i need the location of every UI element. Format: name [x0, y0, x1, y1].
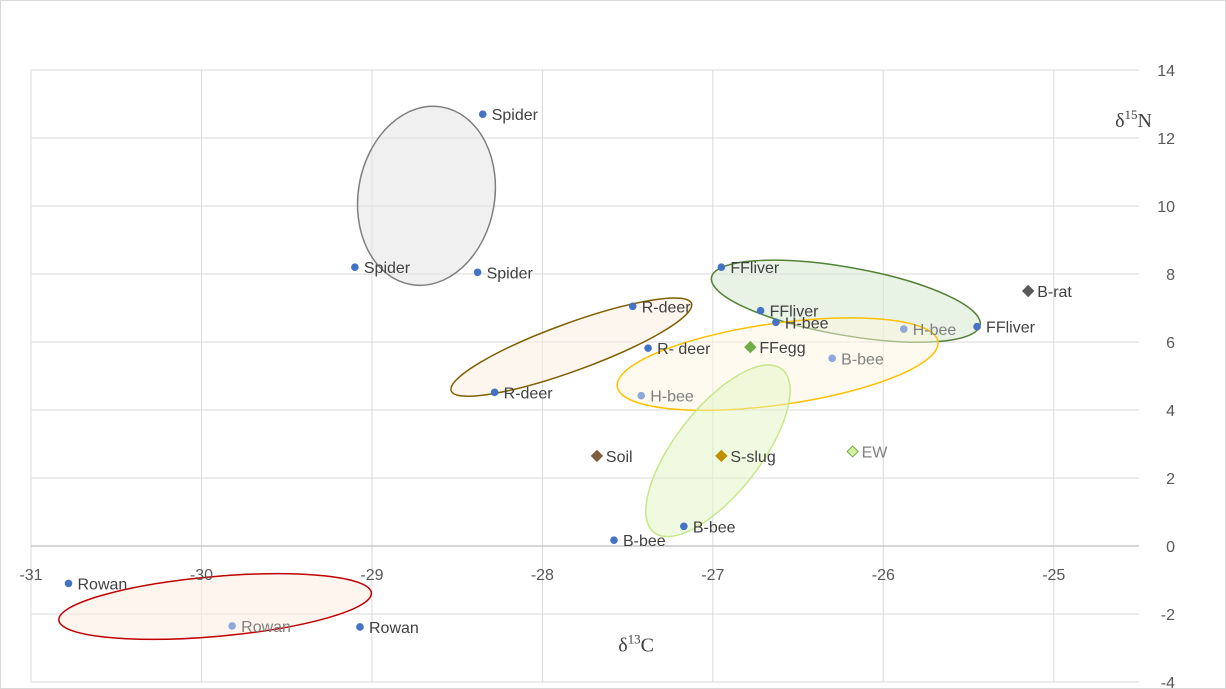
data-point-h-bee: [637, 391, 646, 400]
data-point-b-rat: [1021, 284, 1035, 298]
point-label: R- deer: [657, 341, 711, 358]
point-label: R-deer: [642, 299, 692, 316]
point-label: B-bee: [841, 351, 884, 368]
point-label: B-bee: [693, 519, 736, 536]
point-label: EW: [862, 444, 889, 461]
y-tick-label: 6: [1166, 335, 1175, 352]
x-axis-title: δ13C: [618, 631, 654, 656]
point-label: Soil: [606, 449, 633, 466]
data-point-b-bee: [680, 522, 688, 531]
group-ellipse: [58, 572, 373, 641]
data-point-spider: [473, 268, 482, 277]
x-tick-label: -25: [1042, 567, 1065, 584]
data-point-h-bee: [772, 318, 780, 327]
y-tick-label: 10: [1157, 199, 1175, 216]
x-tick-label: -28: [531, 567, 554, 584]
y-tick-label: 4: [1166, 403, 1175, 420]
point-label: Rowan: [369, 620, 419, 637]
data-point-spider: [478, 110, 487, 118]
y-tick-label: 14: [1157, 63, 1175, 80]
point-label: R-deer: [504, 385, 554, 402]
point-label: H-bee: [650, 389, 694, 406]
data-point-h-bee: [899, 325, 908, 333]
point-label: H-bee: [785, 315, 829, 332]
point-label: FFliver: [730, 260, 780, 277]
y-tick-label: 2: [1166, 471, 1175, 488]
y-tick-label: 0: [1166, 539, 1175, 556]
point-label: Rowan: [78, 576, 128, 593]
data-point-r-deer: [490, 388, 499, 397]
data-point-rowan: [64, 579, 73, 588]
x-tick-label: -29: [360, 567, 383, 584]
group-ellipse: [645, 364, 791, 538]
data-point-r-deer: [628, 302, 637, 311]
point-label: Spider: [492, 107, 539, 124]
point-label: FFegg: [759, 340, 805, 357]
y-tick-label: -2: [1161, 607, 1175, 624]
point-label: FFliver: [770, 304, 820, 321]
data-point-ffegg: [744, 340, 757, 354]
data-point-ffliver: [717, 263, 726, 272]
x-tick-label: -26: [872, 567, 895, 584]
data-point-r-deer: [644, 344, 652, 352]
point-label: Rowan: [241, 619, 291, 636]
data-point-soil: [590, 449, 604, 463]
data-point-b-bee: [610, 536, 618, 545]
point-label: Spider: [487, 265, 534, 282]
data-point-s-slug: [715, 449, 728, 463]
y-tick-label: 8: [1166, 267, 1175, 284]
group-ellipse: [450, 297, 693, 397]
point-label: H-bee: [913, 322, 957, 339]
data-point-ffliver: [973, 322, 981, 331]
y-tick-label: -4: [1161, 675, 1175, 689]
point-label: B-rat: [1037, 284, 1072, 301]
point-label: S-slug: [730, 449, 775, 466]
data-point-b-bee: [828, 354, 836, 363]
data-point-ew: [846, 445, 859, 458]
x-tick-label: -27: [701, 567, 724, 584]
data-point-spider: [351, 263, 359, 272]
group-ellipse: [356, 105, 497, 287]
x-tick-label: -30: [190, 567, 213, 584]
data-point-rowan: [356, 623, 364, 631]
y-tick-label: 12: [1157, 131, 1175, 148]
point-label: B-bee: [623, 533, 666, 550]
y-axis-title: δ15N: [1115, 107, 1152, 132]
x-tick-label: -31: [19, 567, 42, 584]
point-label: FFliver: [986, 320, 1036, 337]
point-label: Spider: [364, 260, 411, 277]
data-point-rowan: [228, 622, 236, 630]
data-point-ffliver: [756, 306, 765, 315]
